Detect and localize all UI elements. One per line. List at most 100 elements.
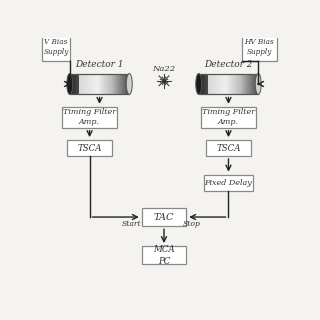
Bar [206, 74, 207, 94]
Bar [78, 74, 79, 94]
Bar [80, 74, 81, 94]
Bar [252, 74, 253, 94]
Bar [84, 74, 86, 94]
Bar [115, 74, 116, 94]
Bar [242, 74, 244, 94]
Bar [74, 74, 75, 94]
Bar [222, 74, 224, 94]
Bar [240, 74, 242, 94]
Bar [95, 74, 96, 94]
Bar [109, 74, 111, 94]
Bar [93, 74, 95, 94]
Bar [128, 74, 130, 94]
Text: TAC: TAC [154, 212, 174, 221]
Bar [199, 74, 258, 94]
Bar [211, 74, 212, 94]
Bar [249, 74, 251, 94]
Bar [228, 74, 229, 94]
Bar [217, 74, 218, 94]
Bar [82, 74, 83, 94]
Text: Start: Start [122, 220, 141, 228]
Bar [121, 74, 123, 94]
Bar [212, 74, 214, 94]
Ellipse shape [126, 74, 132, 94]
Bar [225, 74, 226, 94]
Bar [107, 74, 108, 94]
Bar [108, 74, 110, 94]
Bar [67, 140, 112, 156]
Bar [248, 74, 250, 94]
Bar [210, 74, 211, 94]
Bar [79, 74, 80, 94]
Bar [253, 74, 254, 94]
Bar [219, 74, 220, 94]
Bar [104, 74, 106, 94]
Bar [124, 74, 125, 94]
Bar [257, 74, 259, 94]
Text: MCA
PC: MCA PC [153, 245, 175, 266]
Text: Timing Filter
Amp.: Timing Filter Amp. [202, 108, 255, 126]
Bar [77, 74, 78, 94]
Bar [221, 74, 223, 94]
Bar [72, 74, 73, 94]
Bar [251, 74, 252, 94]
Bar [245, 74, 247, 94]
Bar [246, 74, 248, 94]
Bar [206, 140, 251, 156]
Bar [127, 74, 129, 94]
Bar [229, 74, 231, 94]
Bar [254, 74, 255, 94]
Bar [125, 74, 126, 94]
Bar [117, 74, 119, 94]
Bar [96, 74, 97, 94]
Bar [98, 74, 99, 94]
Ellipse shape [255, 74, 261, 94]
Bar [75, 74, 76, 94]
Bar [99, 74, 100, 94]
Bar [86, 74, 87, 94]
Text: Stop: Stop [182, 220, 200, 228]
Bar [204, 74, 205, 94]
Bar [235, 74, 236, 94]
Bar [234, 74, 235, 94]
Bar [232, 74, 234, 94]
Ellipse shape [196, 74, 202, 94]
Bar [203, 74, 204, 94]
Bar [91, 74, 92, 94]
Bar [237, 74, 239, 94]
Bar [87, 74, 88, 94]
Bar [42, 36, 70, 60]
Bar [101, 74, 103, 94]
Bar [126, 74, 128, 94]
Bar [92, 74, 94, 94]
Bar [209, 74, 210, 94]
Bar [83, 74, 84, 94]
Bar [73, 74, 74, 94]
Text: Na22: Na22 [152, 65, 176, 73]
Bar [220, 74, 222, 94]
Bar [201, 107, 256, 128]
Bar [142, 246, 186, 264]
Bar [201, 74, 202, 94]
Text: HV Bias
Supply: HV Bias Supply [244, 38, 274, 56]
Bar [256, 74, 258, 94]
Bar [204, 174, 253, 190]
Bar [216, 74, 217, 94]
Bar [220, 74, 221, 94]
Bar [89, 74, 90, 94]
Bar [81, 74, 82, 94]
Text: Detector 2: Detector 2 [204, 60, 253, 69]
Bar [255, 74, 257, 94]
Bar [111, 74, 113, 94]
Bar [113, 74, 115, 94]
Text: Detector 1: Detector 1 [75, 60, 124, 69]
Bar [90, 74, 91, 94]
Bar [215, 74, 216, 94]
Bar [227, 74, 228, 94]
Text: TSCA: TSCA [77, 144, 102, 153]
Bar [214, 74, 215, 94]
Bar [97, 74, 98, 94]
Bar [110, 74, 112, 94]
Bar [244, 74, 245, 94]
Bar [106, 74, 107, 94]
